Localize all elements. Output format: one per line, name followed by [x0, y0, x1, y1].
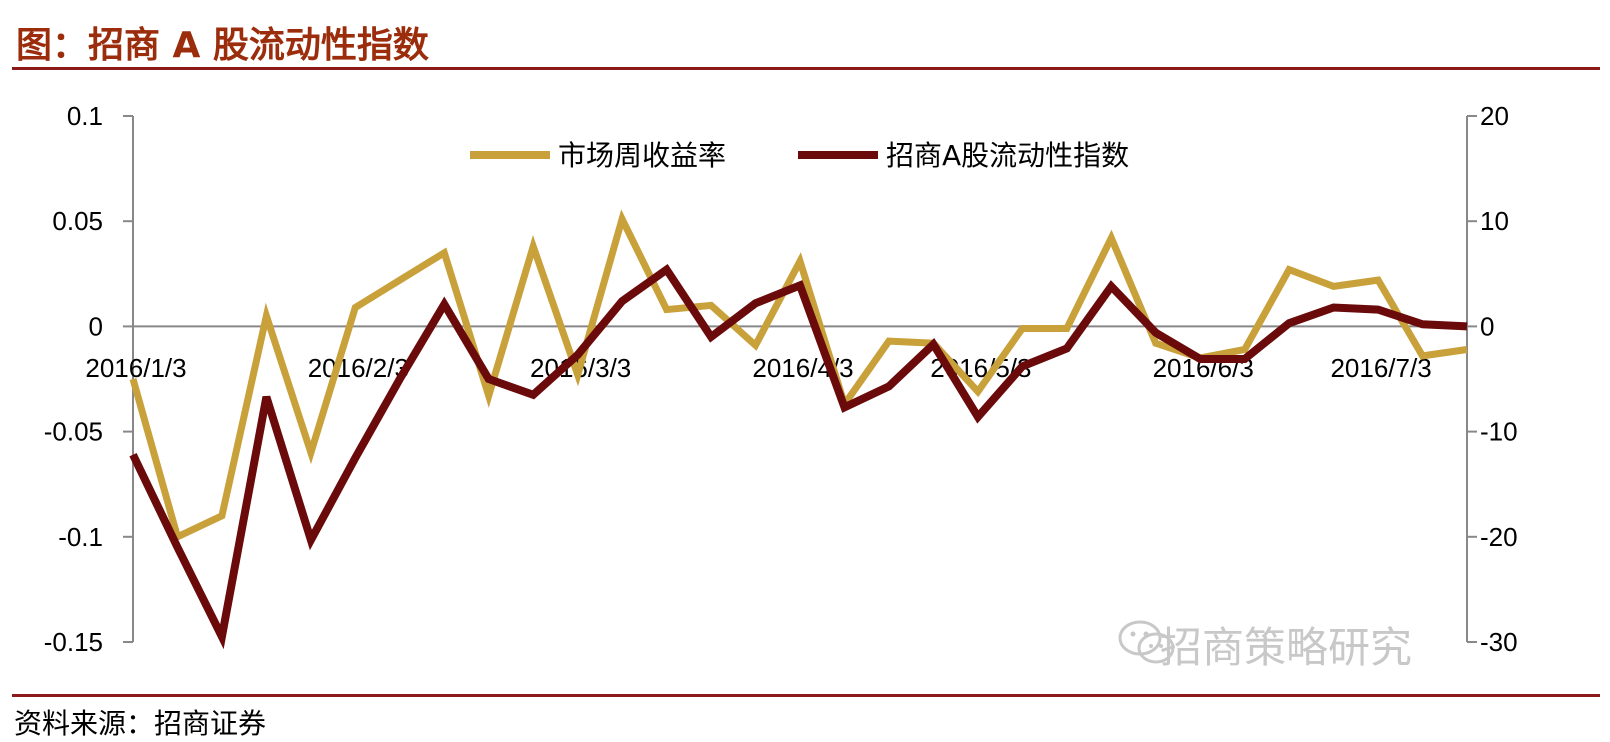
left-tick-label: 0.1	[67, 101, 103, 131]
left-tick-label: 0	[89, 311, 103, 341]
right-tick-label: -10	[1480, 417, 1518, 447]
x-tick-label: 2016/1/3	[85, 353, 186, 383]
x-tick-label: 2016/2/3	[308, 353, 409, 383]
watermark: 招商策略研究	[1160, 623, 1413, 672]
right-tick-label: -20	[1480, 522, 1518, 552]
source-note: 资料来源：招商证券	[14, 707, 267, 740]
x-tick-label: 2016/7/3	[1330, 353, 1431, 383]
wechat-icon	[1118, 620, 1175, 664]
right-tick-label: -30	[1480, 627, 1518, 657]
left-tick-label: -0.1	[58, 522, 103, 552]
chart-legend: 市场周收益率 招商A股流动性指数	[470, 139, 1129, 172]
figure-title: 图：招商 A 股流动性指数	[16, 25, 429, 66]
right-tick-label: 0	[1480, 311, 1494, 341]
legend-label: 市场周收益率	[558, 139, 726, 172]
top-rule	[12, 67, 1600, 70]
bottom-rule	[12, 694, 1600, 697]
left-tick-label: -0.15	[44, 627, 103, 657]
chart-axes: -0.15 -0.1 -0.05 0 0.05 0.1 -30 -20 -10 0 10 20 2016…	[44, 101, 1518, 657]
left-tick-label: -0.05	[44, 417, 103, 447]
right-tick-label: 10	[1480, 206, 1509, 236]
chart-lines	[129, 209, 1468, 650]
series-line-market-return	[129, 209, 1468, 542]
left-tick-label: 0.05	[52, 206, 103, 236]
right-tick-label: 20	[1480, 101, 1509, 131]
series-line-liquidity-index	[129, 263, 1468, 650]
legend-label: 招商A股流动性指数	[886, 139, 1129, 172]
